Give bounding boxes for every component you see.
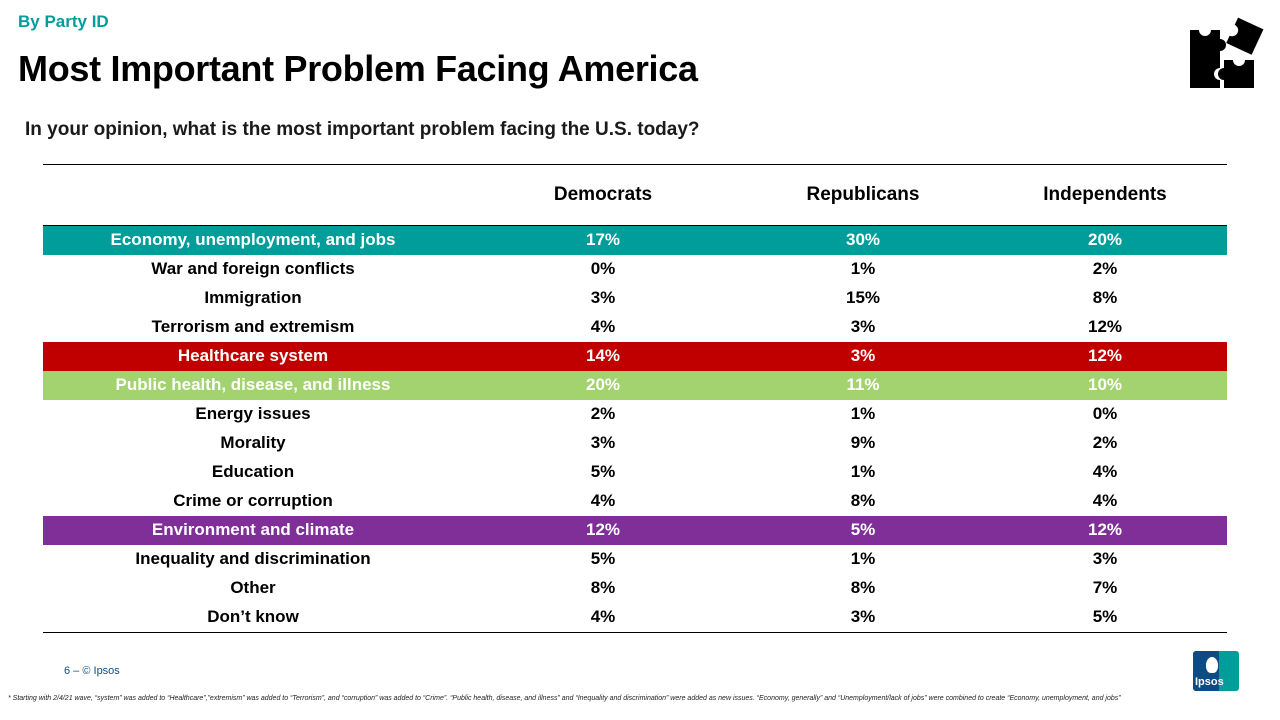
cell-republicans: 11% <box>846 375 880 394</box>
row-label: Environment and climate <box>151 520 355 539</box>
column-header-democrats: Democrats <box>553 184 653 205</box>
table-row: Morality 3% 9% 2% <box>43 429 1227 458</box>
cell-democrats: 3% <box>590 288 616 307</box>
table-row: Economy, unemployment, and jobs 17% 30% 20% <box>43 225 1227 255</box>
cell-democrats: 4% <box>590 317 616 336</box>
page-title: Most Important Problem Facing America <box>18 48 698 89</box>
cell-independents: 7% <box>1092 578 1118 597</box>
section-kicker: By Party ID <box>18 12 109 31</box>
cell-republicans: 15% <box>845 288 881 307</box>
cell-democrats: 17% <box>463 225 743 255</box>
table-row: War and foreign conflicts 0% 1% 2% <box>43 255 1227 284</box>
row-label: War and foreign conflicts <box>151 259 355 278</box>
cell-democrats: 8% <box>590 578 616 597</box>
cell-democrats: 5% <box>590 549 616 568</box>
table-row: Terrorism and extremism 4% 3% 12% <box>43 313 1227 342</box>
row-label: Education <box>211 462 295 481</box>
cell-independents: 12% <box>1087 346 1123 365</box>
table-row: Crime or corruption 4% 8% 4% <box>43 487 1227 516</box>
cell-democrats: 5% <box>590 462 616 481</box>
table-row: Environment and climate 12% 5% 12% <box>43 515 1227 545</box>
cell-independents: 3% <box>1092 549 1118 568</box>
cell-independents: 12% <box>1087 317 1123 336</box>
cell-independents: 0% <box>1092 404 1118 423</box>
table-row: Education 5% 1% 4% <box>43 458 1227 487</box>
puzzle-pieces-icon <box>1190 17 1264 88</box>
cell-independents: 20% <box>983 225 1227 255</box>
table-row: Energy issues 2% 1% 0% <box>43 400 1227 429</box>
row-label: Don’t know <box>207 607 299 626</box>
row-label: Other <box>230 578 276 597</box>
column-header-republicans: Republicans <box>806 184 920 205</box>
row-label: Morality <box>220 433 286 452</box>
cell-republicans: 1% <box>850 549 876 568</box>
cell-democrats: 12% <box>585 520 621 539</box>
ipsos-logo: Ipsos <box>1193 651 1239 691</box>
table-row: Other 8% 8% 7% <box>43 574 1227 603</box>
header-blank <box>43 165 463 226</box>
row-label: Public health, disease, and illness <box>115 375 391 394</box>
table-row: Public health, disease, and illness 20% 11… <box>43 370 1227 400</box>
cell-republicans: 1% <box>850 259 876 278</box>
cell-democrats: 3% <box>590 433 616 452</box>
row-label: Economy, unemployment, and jobs <box>43 225 463 255</box>
footnote: * Starting with 2/4/21 wave, “system” wa… <box>8 695 1121 702</box>
cell-republicans: 3% <box>850 346 876 365</box>
column-header-independents: Independents <box>1043 184 1167 205</box>
results-table: Democrats Republicans Independents Econo… <box>43 164 1227 633</box>
question-text: In your opinion, what is the most import… <box>25 119 700 140</box>
cell-democrats: 4% <box>590 607 616 626</box>
row-label: Terrorism and extremism <box>151 317 355 336</box>
row-label: Crime or corruption <box>173 491 333 510</box>
row-label: Immigration <box>204 288 302 307</box>
row-label: Healthcare system <box>177 346 329 365</box>
table-row: Inequality and discrimination 5% 1% 3% <box>43 545 1227 574</box>
cell-republicans: 3% <box>850 607 876 626</box>
cell-republicans: 30% <box>743 225 983 255</box>
row-label: Inequality and discrimination <box>135 549 371 568</box>
cell-republicans: 1% <box>850 462 876 481</box>
table-row: Healthcare system 14% 3% 12% <box>43 341 1227 371</box>
cell-democrats: 4% <box>590 491 616 510</box>
ipsos-logo-text: Ipsos <box>1195 676 1224 688</box>
cell-democrats: 0% <box>590 259 616 278</box>
cell-independents: 4% <box>1092 491 1118 510</box>
cell-independents: 12% <box>1087 520 1123 539</box>
cell-independents: 8% <box>1092 288 1118 307</box>
cell-democrats: 2% <box>590 404 616 423</box>
cell-republicans: 9% <box>850 433 876 452</box>
table-header-row: Democrats Republicans Independents <box>43 165 1227 226</box>
cell-independents: 2% <box>1092 433 1118 452</box>
cell-independents: 4% <box>1092 462 1118 481</box>
cell-independents: 10% <box>1087 375 1123 394</box>
cell-republicans: 1% <box>850 404 876 423</box>
table-row: Don’t know 4% 3% 5% <box>43 603 1227 632</box>
cell-republicans: 8% <box>850 491 876 510</box>
cell-republicans: 3% <box>850 317 876 336</box>
cell-independents: 5% <box>1092 607 1118 626</box>
cell-republicans: 5% <box>850 520 876 539</box>
page-footer: 6 – © Ipsos <box>64 665 120 677</box>
cell-independents: 2% <box>1092 259 1118 278</box>
row-label: Energy issues <box>195 404 311 423</box>
cell-democrats: 14% <box>585 346 621 365</box>
table-row: Immigration 3% 15% 8% <box>43 284 1227 313</box>
cell-republicans: 8% <box>850 578 876 597</box>
cell-democrats: 20% <box>585 375 621 394</box>
